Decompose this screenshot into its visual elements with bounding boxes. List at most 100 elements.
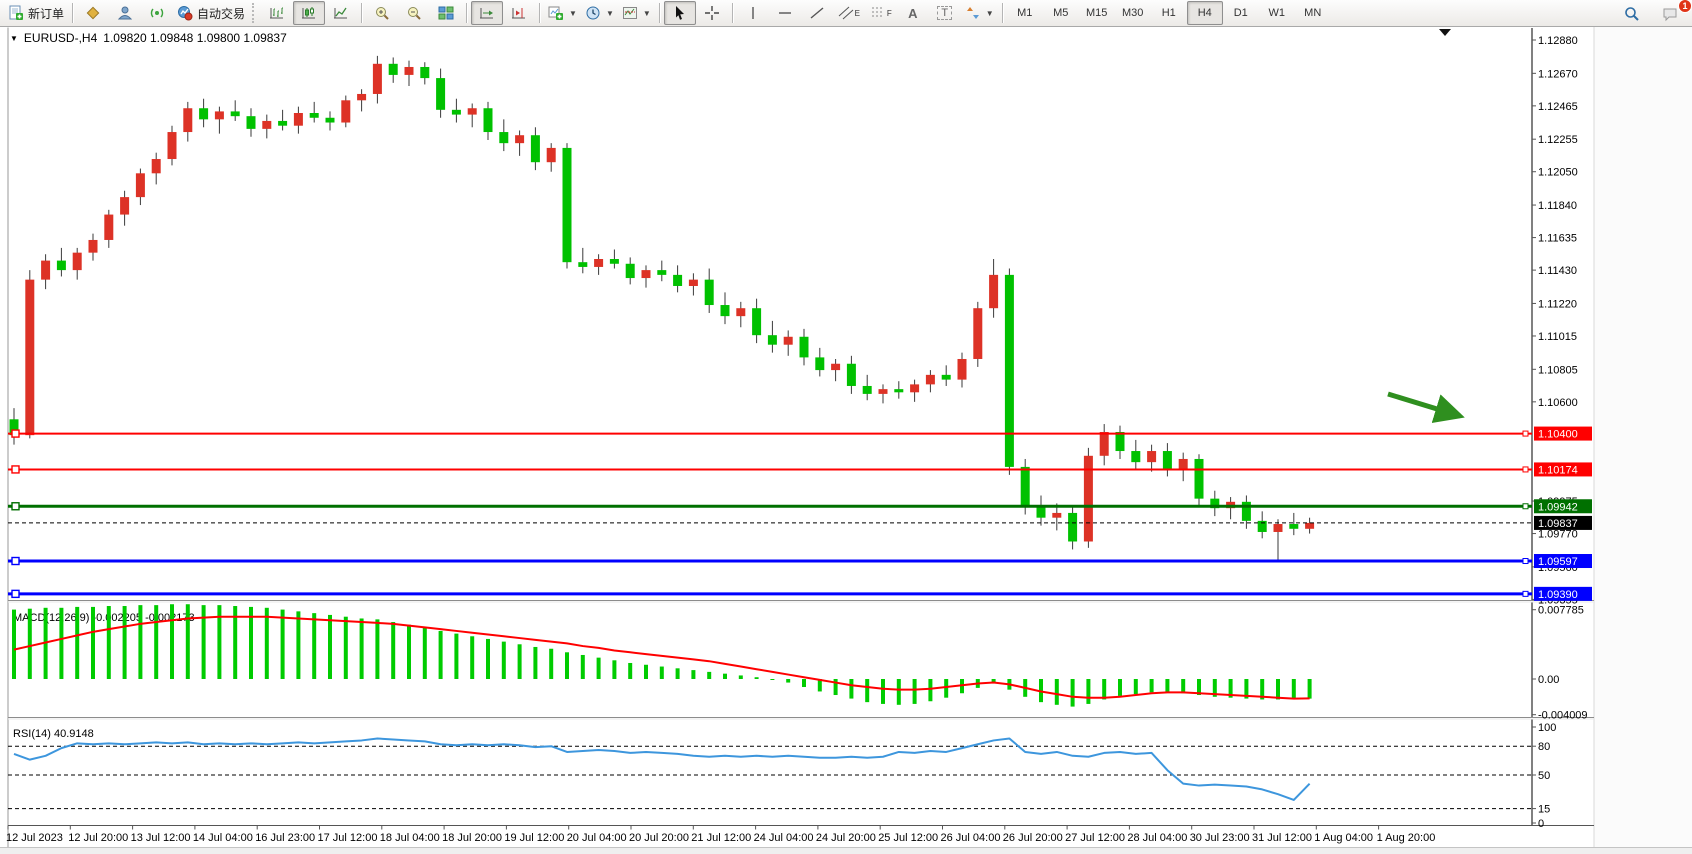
price-level-line[interactable]: 1.10400 (8, 426, 1592, 441)
separator (466, 3, 468, 23)
svg-text:13 Jul 12:00: 13 Jul 12:00 (131, 832, 191, 844)
vertical-line-tool-button[interactable] (737, 1, 769, 25)
svg-text:0.00: 0.00 (1538, 674, 1559, 686)
svg-text:24 Jul 04:00: 24 Jul 04:00 (754, 832, 814, 844)
candlestick-chart-button[interactable] (293, 1, 326, 25)
pane-separator[interactable] (8, 600, 1594, 603)
add-indicator-icon (548, 6, 564, 20)
signal-icon (150, 8, 164, 18)
svg-text:18 Jul 20:00: 18 Jul 20:00 (442, 832, 502, 844)
separator (361, 3, 363, 23)
svg-text:1.09597: 1.09597 (1538, 556, 1578, 568)
chevron-down-icon: ▼ (985, 8, 994, 18)
svg-text:28 Jul 04:00: 28 Jul 04:00 (1127, 832, 1187, 844)
svg-text:1.09837: 1.09837 (1538, 518, 1578, 530)
auto-scroll-button[interactable] (471, 1, 504, 25)
trend-arrow-annotation[interactable] (1387, 391, 1465, 424)
line-chart-icon (334, 7, 348, 19)
svg-text:31 Jul 12:00: 31 Jul 12:00 (1252, 832, 1312, 844)
bar-chart-icon (270, 7, 284, 19)
svg-text:1.10600: 1.10600 (1538, 397, 1578, 409)
new-order-button[interactable]: 新订单 (4, 1, 68, 25)
rsi-axis: 100 80 50 15 0 (1532, 722, 1556, 830)
svg-text:15: 15 (1538, 804, 1550, 816)
search-icon (1625, 6, 1639, 21)
crosshair-tool-button[interactable] (696, 1, 728, 25)
candlestick-chart-icon (302, 7, 316, 19)
periods-button[interactable]: ▼ (581, 1, 618, 25)
text-label-tool-button[interactable]: T (929, 1, 961, 25)
notifications-button[interactable]: 1 (1654, 0, 1692, 26)
svg-text:50: 50 (1538, 770, 1550, 782)
svg-text:20 Jul 20:00: 20 Jul 20:00 (629, 832, 689, 844)
bar-chart-button[interactable] (261, 1, 293, 25)
text-label-icon: T (937, 6, 953, 20)
zoom-out-button[interactable] (398, 1, 430, 25)
notification-badge: 1 (1678, 0, 1692, 13)
current-price-line: 1.09837 (8, 515, 1592, 530)
svg-text:100: 100 (1538, 722, 1556, 734)
chevron-down-icon: ▼ (605, 8, 614, 18)
chart-header: ▼ EURUSD-,H4 1.09820 1.09848 1.09800 1.0… (10, 31, 287, 45)
line-chart-button[interactable] (325, 1, 357, 25)
search-button[interactable] (1616, 2, 1648, 26)
svg-text:17 Jul 12:00: 17 Jul 12:00 (318, 832, 378, 844)
chart-symbol-title: EURUSD-,H4 (23, 31, 98, 45)
channel-tool-button[interactable]: E (833, 1, 865, 25)
crosshair-icon (704, 6, 719, 20)
fibonacci-tool-button[interactable]: F (865, 1, 897, 25)
separator (731, 3, 733, 23)
timeframe-mn-button[interactable]: MN (1304, 7, 1322, 19)
macd-label: MACD(12,26,9) -0.002205 -0.002173 (13, 612, 195, 624)
zoom-in-button[interactable] (366, 1, 398, 25)
auto-trading-button[interactable]: 自动交易 (173, 1, 249, 25)
signal-button[interactable] (141, 1, 173, 25)
svg-text:1.11840: 1.11840 (1538, 200, 1577, 212)
timeframe-h4-button[interactable]: H4 (1186, 1, 1223, 25)
timeframe-m1-button[interactable]: M1 (1017, 7, 1033, 19)
svg-text:1 Aug 20:00: 1 Aug 20:00 (1377, 832, 1436, 844)
svg-text:1.12465: 1.12465 (1538, 101, 1578, 113)
horizontal-line-tool-button[interactable] (769, 1, 801, 25)
svg-text:19 Jul 12:00: 19 Jul 12:00 (504, 832, 564, 844)
eraser-icon (86, 6, 100, 20)
text-tool-button[interactable]: A (897, 1, 929, 25)
symbol-dropdown-icon[interactable]: ▼ (10, 33, 18, 43)
cursor-tool-button[interactable] (663, 1, 696, 25)
price-level-line[interactable]: 1.10174 (8, 462, 1592, 477)
trendline-tool-button[interactable] (801, 1, 833, 25)
timeframe-w1-button[interactable]: W1 (1268, 7, 1285, 19)
candlestick-series (9, 55, 1315, 561)
separator (539, 3, 541, 23)
separator (1001, 3, 1003, 23)
templates-button[interactable]: ▼ (618, 1, 655, 25)
arrows-tool-button[interactable]: ▼ (961, 1, 998, 25)
svg-text:21 Jul 12:00: 21 Jul 12:00 (691, 832, 751, 844)
zoom-in-icon (376, 7, 389, 20)
add-indicator-button[interactable]: ▼ (544, 1, 581, 25)
price-level-line[interactable]: 1.09597 (8, 554, 1592, 569)
pane-separator[interactable] (8, 717, 1594, 720)
auto-trading-icon (178, 6, 193, 21)
svg-text:27 Jul 12:00: 27 Jul 12:00 (1065, 832, 1125, 844)
timeframe-h1-button[interactable]: H1 (1161, 7, 1176, 19)
eraser-button[interactable] (77, 1, 109, 25)
svg-text:1.11430: 1.11430 (1538, 265, 1577, 277)
price-level-line[interactable]: 1.09390 (8, 586, 1592, 601)
svg-text:20 Jul 04:00: 20 Jul 04:00 (567, 832, 627, 844)
arrows-icon (966, 7, 979, 19)
timeframe-m30-button[interactable]: M30 (1122, 7, 1144, 19)
channel-letter: E (854, 8, 860, 18)
cursor-icon (675, 6, 684, 20)
price-level-line[interactable]: 1.09942 (8, 499, 1592, 514)
timeframe-m5-button[interactable]: M5 (1053, 7, 1069, 19)
chart-shift-button[interactable] (503, 1, 535, 25)
timeframe-m15-button[interactable]: M15 (1086, 7, 1108, 19)
svg-text:1.10400: 1.10400 (1538, 429, 1578, 441)
chevron-down-icon: ▼ (642, 8, 651, 18)
svg-text:1.11635: 1.11635 (1538, 233, 1577, 245)
profile-button[interactable] (109, 1, 141, 25)
tile-windows-button[interactable] (430, 1, 462, 25)
svg-text:1.09390: 1.09390 (1538, 589, 1578, 601)
timeframe-d1-button[interactable]: D1 (1233, 7, 1248, 19)
